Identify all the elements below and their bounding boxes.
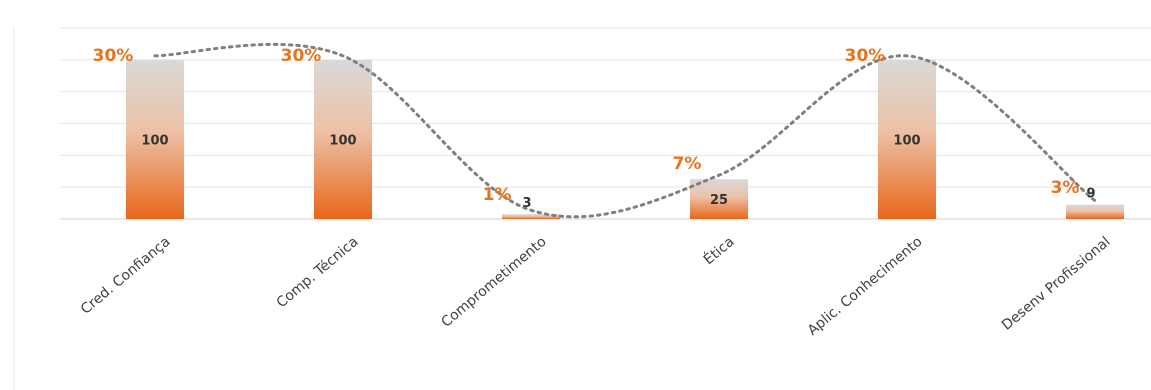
value-label: 100: [893, 133, 920, 148]
value-label: 25: [710, 193, 728, 208]
percent-label: 7%: [673, 154, 702, 174]
percent-label: 30%: [93, 46, 134, 66]
trendline: [153, 42, 1097, 219]
value-label: 3: [522, 196, 531, 211]
category-label: Comprometimento: [438, 234, 549, 331]
category-label: Cred. Confiança: [78, 234, 174, 318]
data-labels: 100 30% 100 30% 3 1% 25 7% 100 30% 9 3%: [93, 46, 1096, 211]
bar: [1066, 204, 1124, 219]
category-label: Aplic. Conhecimento: [805, 234, 926, 339]
percent-label: 3%: [1051, 178, 1080, 198]
bar: [126, 59, 184, 220]
category-label: Comp. Técnica: [274, 234, 362, 311]
percent-label: 30%: [845, 46, 886, 66]
value-label: 9: [1086, 187, 1095, 202]
bar: [314, 59, 372, 220]
value-label: 100: [329, 133, 356, 148]
bars: [126, 59, 1124, 220]
bar: [878, 59, 936, 220]
bar: [690, 179, 748, 219]
percent-label: 30%: [281, 46, 322, 66]
bar: [502, 214, 560, 219]
category-labels: Cred. Confiança Comp. Técnica Comprometime…: [78, 233, 1114, 339]
percent-label: 1%: [483, 185, 512, 205]
gridlines: [60, 27, 1151, 220]
category-label: Desenv Profissional: [999, 234, 1114, 334]
value-label: 100: [141, 133, 168, 148]
category-label: Ética: [700, 233, 737, 268]
